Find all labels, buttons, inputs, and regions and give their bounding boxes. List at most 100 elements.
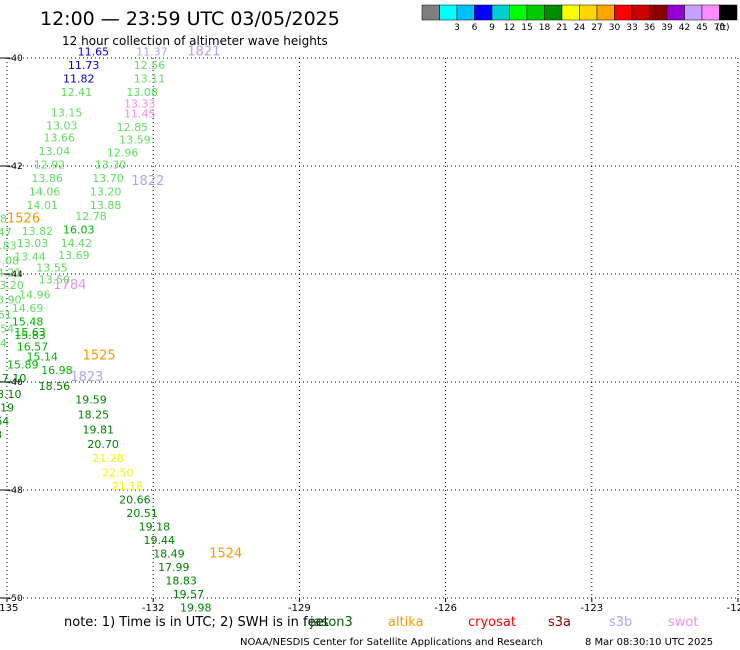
wave-height-label: 13.30 [95,159,127,172]
colorbar-swatch [719,4,738,21]
satellite-legend: jason3 altika cryosat s3a s3b swot [309,615,698,630]
pass-number-label: 1526 [7,212,40,227]
wave-height-label: 14.06 [29,186,61,199]
wave-height-label: 19.81 [83,423,115,436]
wave-height-label: 12.56 [134,59,166,72]
lat-tick-label: -40 [8,54,23,64]
wave-height-label: 11.82 [63,72,95,85]
wave-height-label: 11.65 [78,45,110,58]
footer-timestamp: 8 Mar 08:30:10 UTC 2025 [585,637,713,648]
wave-height-label: 13.11 [134,72,166,85]
colorbar-swatch [561,4,580,21]
wave-height-label: 18.83 [165,575,197,588]
colorbar-tick-label: 12 [504,23,515,33]
colorbar-tick-label: 21 [556,23,567,33]
wave-height-label: 12.96 [107,146,139,159]
wave-height-label: 14.01 [26,199,57,212]
wave-height-label: 12.78 [75,210,107,223]
lat-tick-label: -46 [8,378,23,388]
lat-tick-label: -42 [8,162,23,172]
wave-height-label: 18.64 [0,415,9,428]
wave-height-label: 12.41 [61,86,93,99]
wave-height-label: 13.20 [0,279,24,292]
colorbar-swatch [579,4,598,21]
colorbar-swatch [509,4,528,21]
wave-height-label: 11.45 [124,107,155,120]
colorbar-legend: 3 6 9 12 15 18 21 24 27 30 33 36 39 42 45 70 [421,4,738,33]
pass-number-label: 1822 [131,174,164,189]
wave-height-label: 15.63 [14,326,46,339]
wave-height-label: 13.15 [51,106,83,119]
wave-height-label: 17.19 [0,402,14,415]
legend-swot: swot [668,615,698,630]
legend-cryosat: cryosat [468,615,516,630]
wave-height-label: 13.61 [0,308,12,321]
colorbar-swatch [526,4,545,21]
wave-height-label: 20.66 [119,494,151,507]
colorbar-swatch [596,4,615,21]
wave-height-label: 21.28 [92,452,124,465]
wave-height-label: 15.14 [26,350,57,363]
legend-jason3: jason3 [309,615,353,630]
colorbar-swatch [544,4,563,21]
wave-height-label: 11.37 [136,45,168,58]
colorbar-swatch [666,4,685,21]
wave-height-label: 11.73 [68,59,100,72]
map-title: 12:00 — 23:59 UTC 03/05/2025 [40,8,340,30]
colorbar-tick-label: 9 [489,23,495,33]
wave-height-label: 13.84 [0,337,7,350]
wave-height-label: 20.51 [126,507,158,520]
wave-height-label: 13.86 [31,172,63,185]
wave-height-label: 13.90 [0,294,21,307]
colorbar-tick-label: 70 [714,23,726,33]
wave-height-label: 13.59 [119,133,151,146]
wave-height-label: 13.44 [14,251,46,264]
lon-tick-label: -132 [142,603,165,614]
footer-note: note: 1) Time is in UTC; 2) SWH is in fe… [64,615,329,630]
lon-tick-label: -123 [580,603,603,614]
colorbar-tick-label: 39 [661,23,673,33]
wave-height-label: 14.21 [0,267,21,280]
colorbar-swatch [631,4,650,21]
colorbar-swatch [614,4,633,21]
footer-credit: NOAA/NESDIS Center for Satellite Applica… [240,637,543,648]
wave-height-points: 11.65 11.37 1821 11.73 12.56 11.82 13.11 12.41 1… [0,44,242,614]
colorbar-swatch [701,4,720,21]
wave-height-label: 14.42 [61,237,93,250]
colorbar-tick-label: 24 [574,23,586,33]
colorbar-tick-label: 27 [591,23,602,33]
wave-height-label: 13.03 [46,119,77,132]
map-grid [0,57,739,602]
wave-height-label: 16.57 [17,341,49,354]
colorbar-tick-label: 30 [609,23,621,33]
wave-height-label: 12.85 [117,121,148,134]
colorbar-swatch [456,4,475,21]
wave-height-label: 12.92 [34,159,65,172]
wave-height-label: 13.83 [0,240,17,253]
colorbar-swatch [684,4,703,21]
wave-height-label: 16.03 [63,224,95,237]
colorbar-tick-label: 36 [644,23,656,33]
wave-height-label: 17.99 [158,561,190,574]
wave-height-label: 13.08 [126,86,158,99]
wave-height-label: 13.28 [0,213,7,226]
wave-height-label: 15.89 [7,359,39,372]
colorbar-swatch [491,4,510,21]
wave-height-label: 13.50 [39,274,71,287]
wave-height-label: 14.54 [0,322,14,335]
wave-height-label: 13.47 [0,226,12,239]
lat-tick-label: -50 [8,594,23,604]
wave-height-label: 21.18 [112,480,144,493]
colorbar-swatch [474,4,493,21]
colorbar-swatch [649,4,668,21]
wave-height-label: 17.10 [0,372,26,385]
wave-height-label: 13.33 [124,98,155,111]
colorbar-tick-label: 6 [472,23,478,33]
wave-height-label: 22.50 [102,467,134,480]
legend-s3b: s3b [609,615,632,630]
wave-height-label: 18.49 [153,548,185,561]
wave-height-label: 13.66 [44,132,76,145]
wave-height-label: 19.18 [139,521,171,534]
pass-number-label: 1525 [83,348,116,363]
